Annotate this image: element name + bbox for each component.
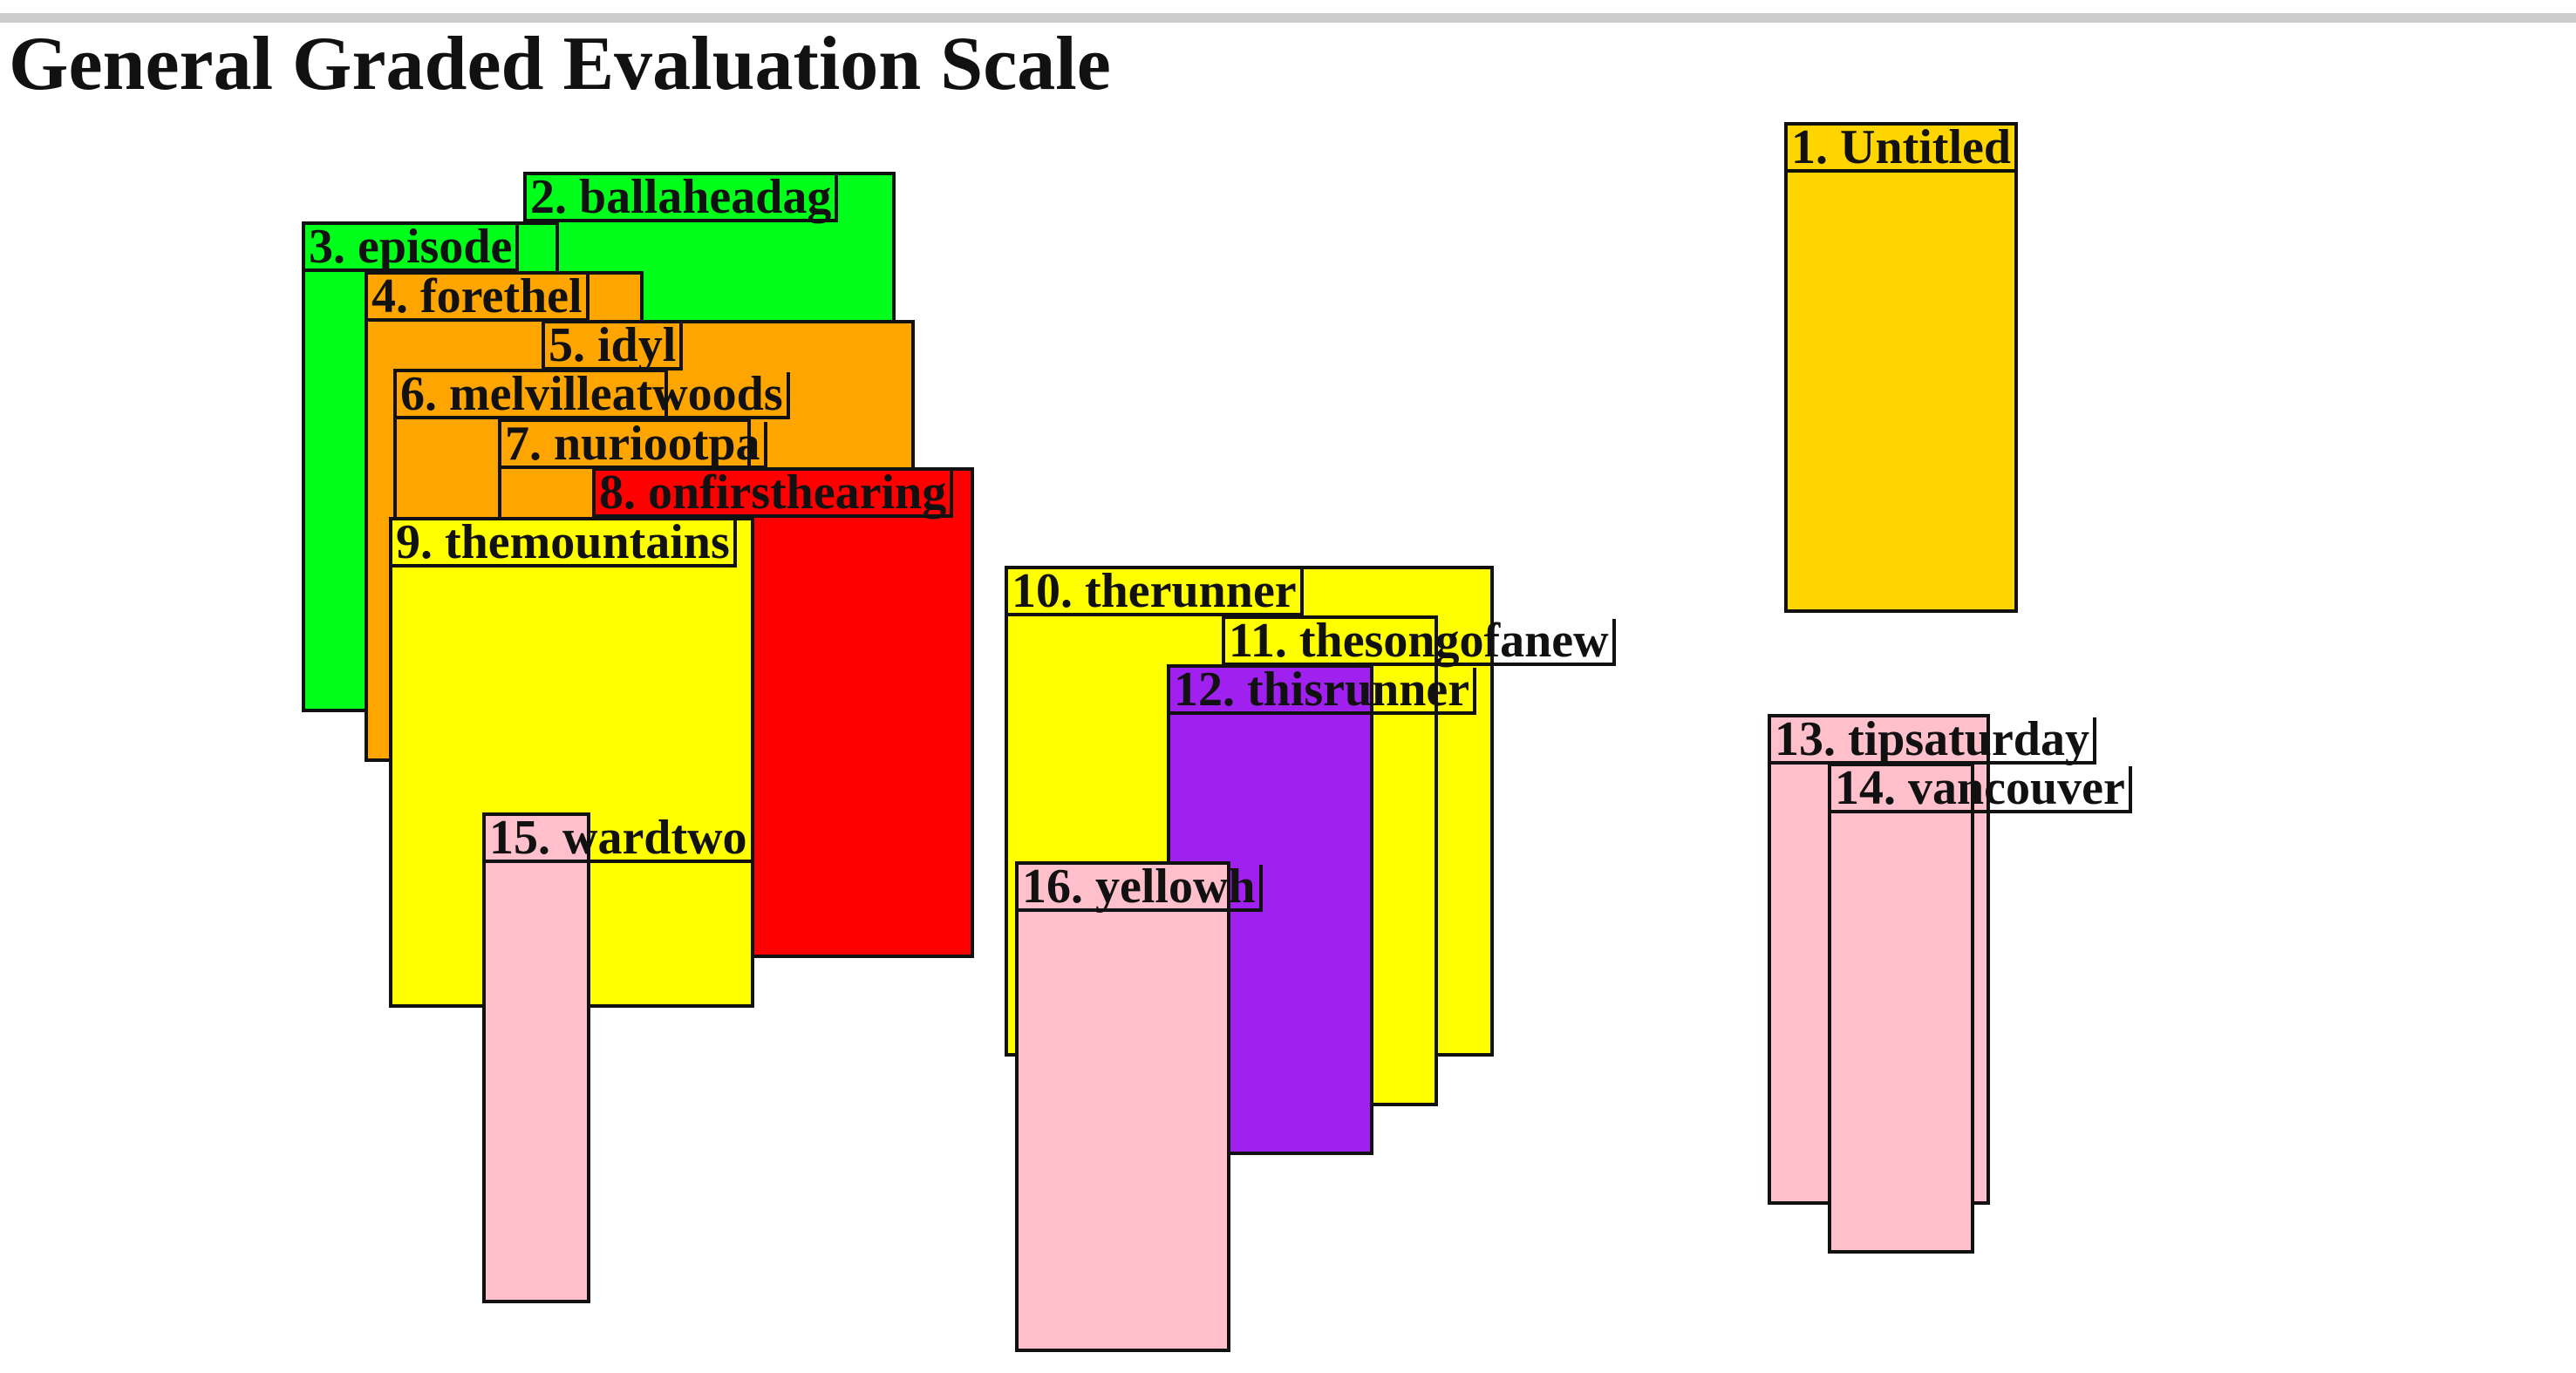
box-label: 5. idyl [545,321,684,370]
box-label: 15. wardtwo [486,813,754,863]
box-label: 14. vancouver [1831,764,2132,813]
box-untitled[interactable]: 1. Untitled [1784,122,2018,613]
box-label: 7. nuriootpa [501,419,767,469]
top-divider [0,13,2576,23]
box-label: 10. therunner [1008,567,1304,616]
box-label: 13. tipsaturday [1771,715,2096,765]
box-wardtwo[interactable]: 15. wardtwo [482,812,754,1303]
box-label: 3. episode [305,222,520,272]
box-label: 2. ballaheadag [527,173,839,222]
box-label: 8. onfirsthearing [596,468,954,518]
box-label: 9. themountains [392,518,737,568]
box-label: 6. melvilleatwoods [397,370,790,419]
box-vancouver[interactable]: 14. vancouver [1828,763,2132,1254]
box-yellowh[interactable]: 16. yellowh [1015,861,1263,1352]
box-label: 16. yellowh [1019,862,1263,912]
box-label: 12. thisrunner [1170,665,1477,715]
box-label: 4. forethel [368,272,589,322]
page-title: General Graded Evaluation Scale [9,22,1111,106]
box-label: 11. thesongofanew [1225,616,1616,666]
box-label: 1. Untitled [1788,123,2018,173]
